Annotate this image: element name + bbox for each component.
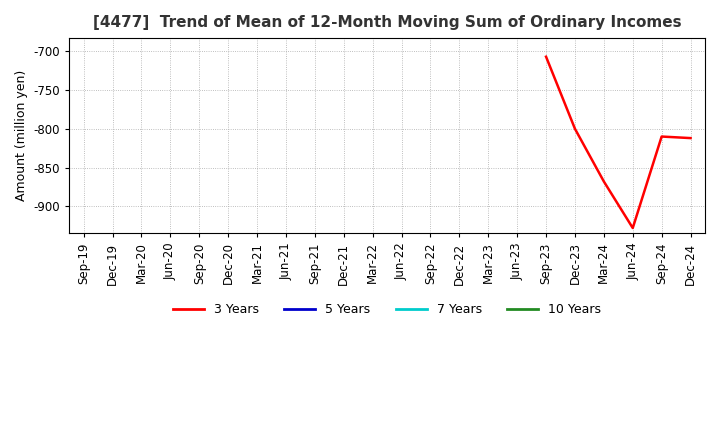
- Y-axis label: Amount (million yen): Amount (million yen): [15, 70, 28, 202]
- Title: [4477]  Trend of Mean of 12-Month Moving Sum of Ordinary Incomes: [4477] Trend of Mean of 12-Month Moving …: [93, 15, 681, 30]
- Legend: 3 Years, 5 Years, 7 Years, 10 Years: 3 Years, 5 Years, 7 Years, 10 Years: [168, 298, 606, 321]
